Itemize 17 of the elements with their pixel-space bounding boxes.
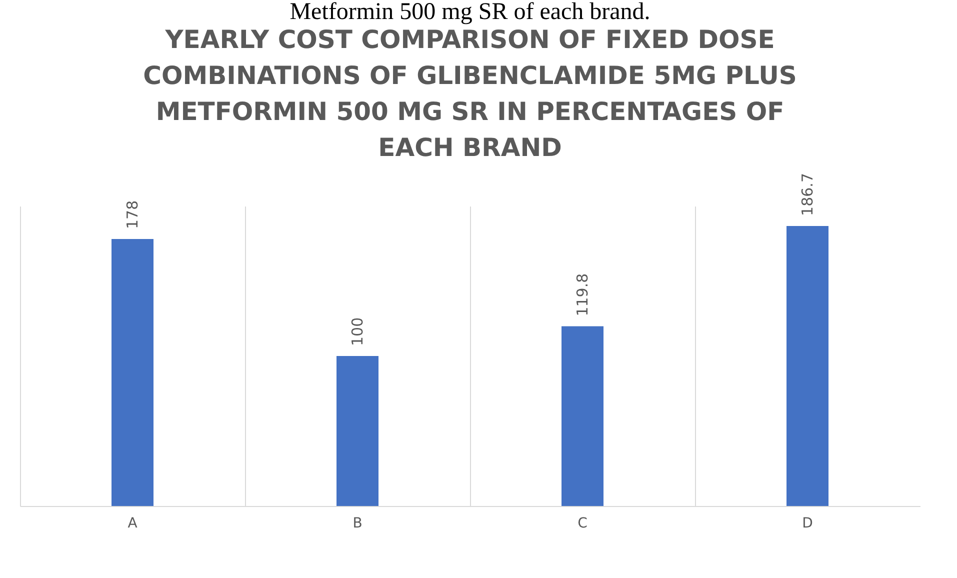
x-tick-label: A <box>128 516 138 532</box>
text: Metformin 500 mg SR of each brand. <box>290 0 650 25</box>
data-label: 178 <box>124 200 142 229</box>
text: COMBINATIONS OF GLIBENCLAMIDE 5MG PLUS <box>143 61 797 90</box>
x-tick-label: C <box>578 516 588 532</box>
x-tick-label: B <box>352 516 362 532</box>
text: METFORMIN 500 MG SR IN PERCENTAGES OF <box>156 97 784 126</box>
text: YEARLY COST COMPARISON OF FIXED DOSE <box>165 25 775 54</box>
bar <box>562 326 604 506</box>
text: EACH BRAND <box>378 133 562 162</box>
x-tick-label: D <box>802 516 813 532</box>
bar <box>112 239 154 506</box>
data-label: 100 <box>348 317 366 346</box>
data-label: 186.7 <box>798 172 816 216</box>
bar <box>786 226 828 506</box>
data-label: 119.8 <box>574 273 592 316</box>
bar <box>336 356 378 506</box>
